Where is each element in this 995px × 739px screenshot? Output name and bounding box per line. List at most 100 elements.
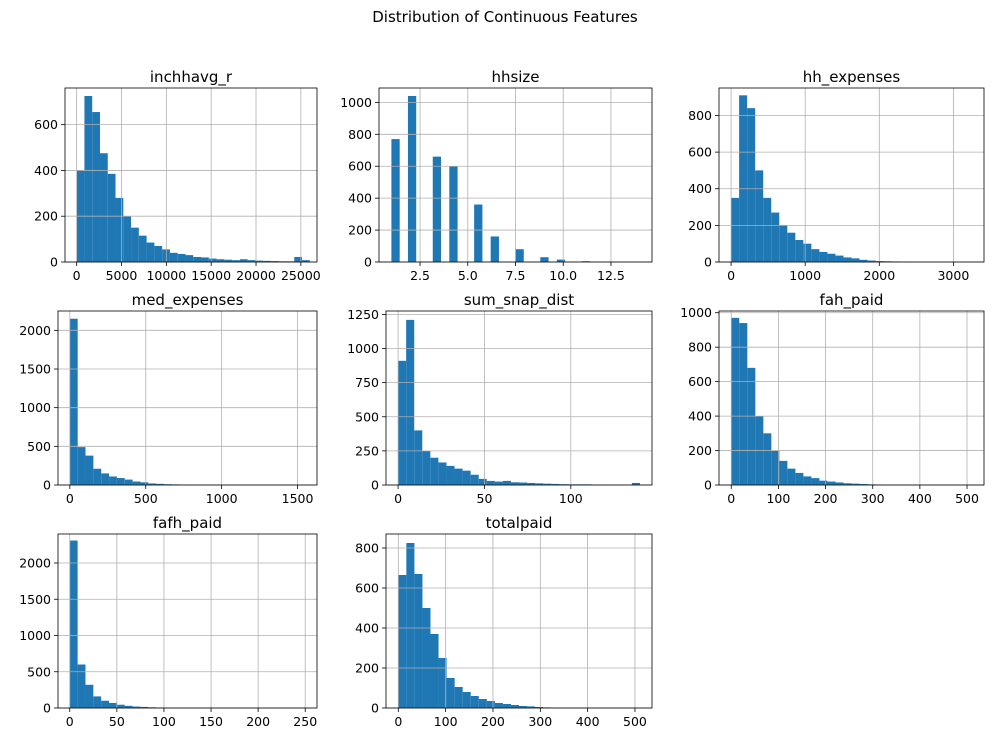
histogram-bar	[819, 251, 828, 262]
subplot-hh_expenses: 0 1000 2000 3000 0 200 400 600 800 hh_expenses	[688, 68, 985, 283]
histogram-bar	[115, 197, 124, 262]
histogram-bar	[169, 252, 178, 262]
histogram-bar	[85, 455, 94, 485]
y-tick-label: 0	[50, 255, 58, 270]
y-tick-label: 1000	[19, 400, 51, 415]
x-tick-label: 200	[246, 714, 270, 729]
histogram-bar	[201, 257, 209, 262]
histogram-bar	[414, 574, 423, 708]
histogram-bar	[787, 468, 796, 485]
y-tick-label: 0	[371, 478, 379, 493]
histogram-bar	[101, 700, 110, 708]
histogram-bar	[486, 701, 495, 708]
histogram-bar	[747, 108, 756, 263]
x-tick-label: 100	[559, 491, 583, 506]
histogram-bar	[446, 678, 455, 708]
histogram-bar	[239, 259, 248, 262]
histogram-bar	[771, 212, 780, 262]
histogram-bar	[449, 166, 458, 262]
y-tick-label: 200	[688, 218, 712, 233]
histogram-bar	[819, 480, 828, 485]
histogram-bar	[391, 139, 400, 262]
y-tick-label: 2000	[19, 556, 51, 571]
histogram-bar	[422, 450, 431, 485]
x-tick-label: 500	[134, 491, 158, 506]
y-tick-label: 0	[43, 478, 51, 493]
y-tick-label: 1500	[19, 362, 51, 377]
histogram-bar	[454, 468, 463, 485]
histogram-bar	[835, 482, 844, 485]
histogram-bar	[843, 257, 852, 262]
histogram-bar	[739, 95, 748, 262]
histogram-bar	[795, 472, 804, 485]
subplot-title: hhsize	[491, 68, 539, 86]
x-tick-label: 15000	[191, 268, 231, 283]
x-tick-label: 500	[623, 714, 647, 729]
histogram-bar	[470, 696, 479, 708]
histogram-bar	[99, 153, 108, 262]
y-tick-label: 750	[355, 375, 379, 390]
histogram-bar	[851, 483, 860, 485]
x-tick-label: 0	[73, 268, 81, 283]
histogram-bar	[131, 227, 139, 262]
axes-frame	[64, 87, 318, 263]
axes-frame	[718, 310, 985, 486]
x-tick-label: 5000	[106, 268, 138, 283]
histogram-bar	[446, 465, 455, 485]
y-tick-label: 0	[371, 701, 379, 716]
histogram-bar	[859, 483, 868, 485]
histogram-bar	[535, 707, 544, 708]
histogram-bar	[69, 540, 78, 708]
histogram-bar	[470, 474, 479, 485]
y-tick-label: 600	[355, 581, 379, 596]
histogram-bar	[540, 257, 549, 262]
histogram-bar	[462, 692, 471, 708]
x-tick-label: 0	[66, 491, 74, 506]
histogram-bar	[803, 243, 812, 262]
y-tick-label: 400	[688, 181, 712, 196]
y-tick-label: 1000	[347, 341, 379, 356]
y-tick-label: 2000	[19, 323, 51, 338]
axes-frame	[57, 310, 318, 486]
subplot-fah_paid: 0 100 200 300 400 500 0 200 400 600 800 1000 fah_pai…	[680, 291, 985, 506]
histogram-bar	[502, 704, 511, 708]
histogram-bar	[438, 658, 447, 708]
histogram-bar	[510, 482, 519, 485]
x-tick-label: 2000	[863, 268, 895, 283]
histogram-bar	[77, 447, 86, 485]
y-tick-label: 800	[688, 340, 712, 355]
x-tick-label: 200	[814, 491, 838, 506]
histogram-bar	[731, 317, 740, 485]
x-tick-label: 300	[861, 491, 885, 506]
histogram-bar	[124, 705, 133, 708]
x-tick-label: 0	[66, 714, 74, 729]
histogram-bar	[302, 260, 310, 262]
y-tick-label: 1500	[19, 592, 51, 607]
histogram-bar	[494, 703, 503, 708]
histogram-bar	[123, 216, 132, 262]
histogram-bar	[811, 478, 820, 485]
histogram-bar	[510, 705, 519, 708]
histogram-bar	[438, 462, 447, 485]
y-tick-label: 800	[348, 127, 372, 142]
histogram-bar	[747, 367, 756, 485]
histogram-bar	[519, 482, 528, 485]
histogram-bar	[490, 236, 499, 262]
histogram-bar	[398, 575, 407, 708]
subplot-title: med_expenses	[132, 291, 244, 310]
histogram-bar	[132, 481, 141, 485]
histogram-bar	[779, 225, 788, 262]
histogram-bar	[755, 170, 764, 262]
x-tick-label: 100	[766, 491, 790, 506]
histogram-bar	[771, 450, 780, 485]
histogram-bar	[474, 204, 483, 262]
x-tick-label: 10000	[146, 268, 186, 283]
histogram-bar	[138, 235, 147, 262]
x-tick-label: 20000	[236, 268, 276, 283]
x-tick-label: 150	[199, 714, 223, 729]
histogram-bar	[156, 483, 164, 485]
x-tick-label: 100	[434, 714, 458, 729]
subplot-title: hh_expenses	[803, 68, 901, 87]
